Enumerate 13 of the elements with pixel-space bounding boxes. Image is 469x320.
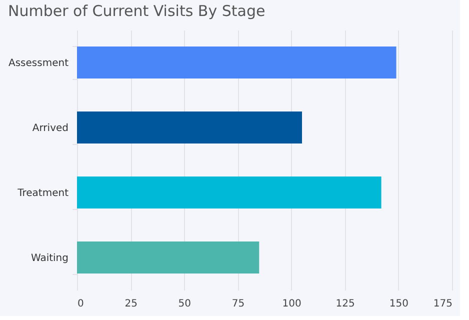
x-tick-label: 100 xyxy=(282,298,302,310)
x-tick-label: 75 xyxy=(232,298,245,310)
x-tick-label: 150 xyxy=(389,298,408,310)
y-tick-label: Waiting xyxy=(30,253,68,264)
x-tick-label: 125 xyxy=(336,298,355,310)
x-tick-label: 25 xyxy=(124,298,138,310)
x-tick-label: 0 xyxy=(78,298,84,310)
chart-title: Number of Current Visits By Stage xyxy=(8,2,266,20)
y-tick-label: Assessment xyxy=(8,58,69,69)
y-tick-label: Treatment xyxy=(16,188,69,199)
x-tick-label: 50 xyxy=(178,298,192,310)
y-tick-label: Arrived xyxy=(32,123,68,134)
x-tick-label: 175 xyxy=(433,298,452,310)
